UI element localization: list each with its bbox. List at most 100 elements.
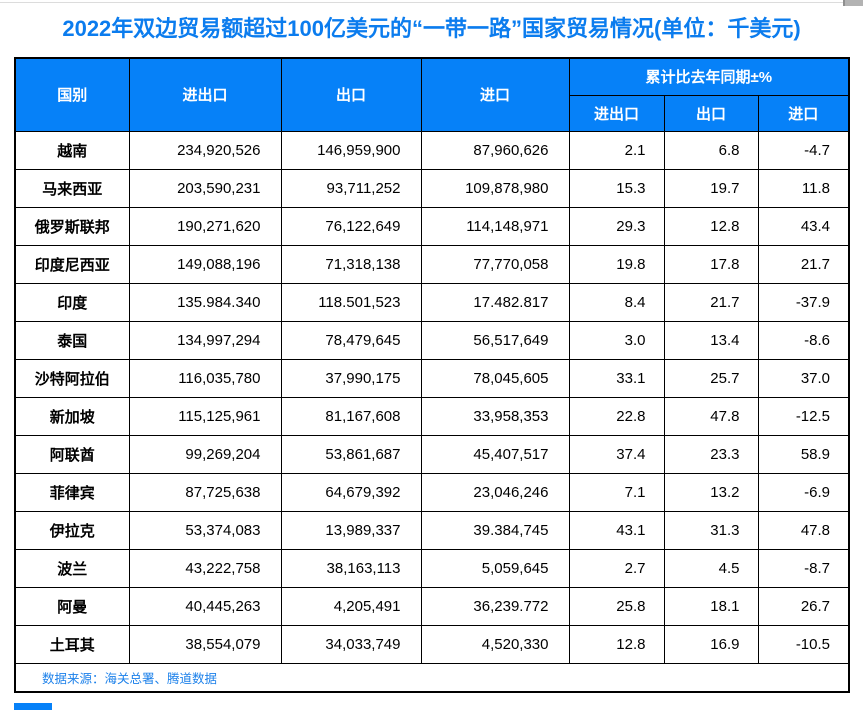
cell-yoy-export: 13.4 — [663, 320, 759, 360]
cell-total: 135.984.340 — [128, 282, 282, 322]
cell-total: 38,554,079 — [128, 624, 282, 664]
header-yoy-export: 出口 — [663, 94, 759, 132]
cell-yoy-export: 17.8 — [663, 244, 759, 284]
window-top-divider — [0, 2, 863, 3]
cell-total: 149,088,196 — [128, 244, 282, 284]
cell-country: 阿曼 — [14, 586, 130, 626]
cell-total: 134,997,294 — [128, 320, 282, 360]
cell-yoy-export: 47.8 — [663, 396, 759, 436]
cell-export: 13,989,337 — [280, 510, 422, 550]
table-row: 土耳其 38,554,079 34,033,749 4,520,330 12.8 16.9… — [14, 624, 850, 664]
cell-import: 39.384,745 — [420, 510, 570, 550]
cell-yoy-total: 37.4 — [568, 434, 665, 474]
cell-yoy-import: 43.4 — [757, 206, 850, 246]
cell-yoy-export: 16.9 — [663, 624, 759, 664]
cell-yoy-total: 2.7 — [568, 548, 665, 588]
cell-export: 81,167,608 — [280, 396, 422, 436]
header-yoy-import: 进口 — [757, 94, 850, 132]
cell-yoy-total: 8.4 — [568, 282, 665, 322]
cell-country: 土耳其 — [14, 624, 130, 664]
cell-total: 53,374,083 — [128, 510, 282, 550]
cell-yoy-import: 26.7 — [757, 586, 850, 626]
cell-yoy-total: 15.3 — [568, 168, 665, 208]
cell-yoy-import: -12.5 — [757, 396, 850, 436]
cell-export: 4,205,491 — [280, 586, 422, 626]
table-row: 阿联酋 99,269,204 53,861,687 45,407,517 37.4 23.… — [14, 434, 850, 474]
cell-country: 印度 — [14, 282, 130, 322]
cell-yoy-total: 43.1 — [568, 510, 665, 550]
cell-country: 印度尼西亚 — [14, 244, 130, 284]
cell-export: 118.501,523 — [280, 282, 422, 322]
table-body: 越南 234,920,526 146,959,900 87,960,626 2.1 6.8… — [14, 130, 850, 664]
cell-import: 36,239.772 — [420, 586, 570, 626]
cell-country: 俄罗斯联邦 — [14, 206, 130, 246]
cell-export: 76,122,649 — [280, 206, 422, 246]
cell-yoy-total: 7.1 — [568, 472, 665, 512]
cell-export: 93,711,252 — [280, 168, 422, 208]
cell-import: 78,045,605 — [420, 358, 570, 398]
cell-yoy-import: -10.5 — [757, 624, 850, 664]
cell-total: 234,920,526 — [128, 130, 282, 170]
source-row: 数据来源：海关总署、腾道数据 — [14, 662, 850, 693]
cell-yoy-export: 13.2 — [663, 472, 759, 512]
cell-export: 34,033,749 — [280, 624, 422, 664]
cell-import: 87,960,626 — [420, 130, 570, 170]
data-source-note: 数据来源：海关总署、腾道数据 — [14, 662, 850, 693]
cell-total: 115,125,961 — [128, 396, 282, 436]
trade-table: 国别 进出口 出口 进口 累计比去年同期±% 进出口 出口 进口 越南 234,9… — [14, 57, 851, 693]
cell-total: 116,035,780 — [128, 358, 282, 398]
cell-yoy-total: 12.8 — [568, 624, 665, 664]
cell-export: 64,679,392 — [280, 472, 422, 512]
cell-import: 56,517,649 — [420, 320, 570, 360]
cell-yoy-total: 22.8 — [568, 396, 665, 436]
cell-yoy-import: 58.9 — [757, 434, 850, 474]
cell-total: 203,590,231 — [128, 168, 282, 208]
cell-yoy-export: 19.7 — [663, 168, 759, 208]
cell-import: 4,520,330 — [420, 624, 570, 664]
cell-country: 伊拉克 — [14, 510, 130, 550]
cell-export: 71,318,138 — [280, 244, 422, 284]
table-row: 菲律宾 87,725,638 64,679,392 23,046,246 7.1 13.2… — [14, 472, 850, 512]
cell-country: 越南 — [14, 130, 130, 170]
table-row: 阿曼 40,445,263 4,205,491 36,239.772 25.8 18.1 2… — [14, 586, 850, 626]
table-row: 波兰 43,222,758 38,163,113 5,059,645 2.7 4.5 -8.… — [14, 548, 850, 588]
cell-export: 78,479,645 — [280, 320, 422, 360]
cell-import: 45,407,517 — [420, 434, 570, 474]
cell-yoy-total: 29.3 — [568, 206, 665, 246]
cell-yoy-import: 11.8 — [757, 168, 850, 208]
cell-import: 5,059,645 — [420, 548, 570, 588]
header-yoy-group: 累计比去年同期±% — [568, 57, 850, 96]
table-row: 伊拉克 53,374,083 13,989,337 39.384,745 43.1 31.… — [14, 510, 850, 550]
cell-yoy-export: 21.7 — [663, 282, 759, 322]
header-country: 国别 — [14, 57, 130, 132]
cell-total: 87,725,638 — [128, 472, 282, 512]
cell-country: 泰国 — [14, 320, 130, 360]
cell-country: 波兰 — [14, 548, 130, 588]
table-row: 越南 234,920,526 146,959,900 87,960,626 2.1 6.8… — [14, 130, 850, 170]
cell-country: 沙特阿拉伯 — [14, 358, 130, 398]
table-row: 印度 135.984.340 118.501,523 17.482.817 8.4 21.… — [14, 282, 850, 322]
header-import: 进口 — [420, 57, 570, 132]
cell-yoy-export: 4.5 — [663, 548, 759, 588]
cell-yoy-import: -8.7 — [757, 548, 850, 588]
cell-yoy-export: 12.8 — [663, 206, 759, 246]
cell-yoy-import: 37.0 — [757, 358, 850, 398]
cell-import: 109,878,980 — [420, 168, 570, 208]
scrollbar-fragment — [843, 0, 863, 6]
cell-yoy-export: 31.3 — [663, 510, 759, 550]
table-row: 俄罗斯联邦 190,271,620 76,122,649 114,148,971 29.… — [14, 206, 850, 246]
cell-export: 146,959,900 — [280, 130, 422, 170]
cell-import: 23,046,246 — [420, 472, 570, 512]
cell-country: 马来西亚 — [14, 168, 130, 208]
table-row: 泰国 134,997,294 78,479,645 56,517,649 3.0 13.4… — [14, 320, 850, 360]
cell-total: 43,222,758 — [128, 548, 282, 588]
table-row: 新加坡 115,125,961 81,167,608 33,958,353 22.8 47… — [14, 396, 850, 436]
table-row: 沙特阿拉伯 116,035,780 37,990,175 78,045,605 33.1… — [14, 358, 850, 398]
header-export: 出口 — [280, 57, 422, 132]
cell-total: 190,271,620 — [128, 206, 282, 246]
table-header: 国别 进出口 出口 进口 累计比去年同期±% 进出口 出口 进口 — [14, 57, 850, 132]
cropped-next-element — [14, 703, 52, 710]
cell-total: 40,445,263 — [128, 586, 282, 626]
cell-export: 38,163,113 — [280, 548, 422, 588]
cell-import: 77,770,058 — [420, 244, 570, 284]
